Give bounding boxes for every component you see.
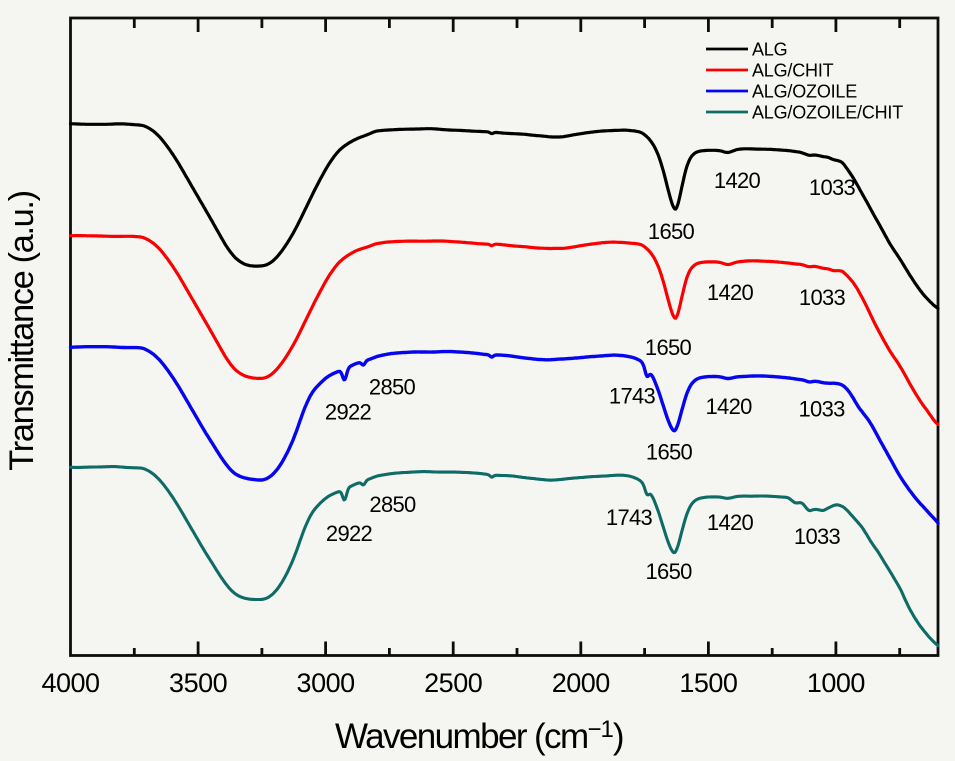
svg-text:1650: 1650 [648, 219, 695, 244]
svg-text:3000: 3000 [297, 668, 355, 698]
svg-text:2500: 2500 [424, 668, 482, 698]
svg-text:1500: 1500 [679, 668, 737, 698]
svg-text:2922: 2922 [325, 400, 372, 425]
svg-text:1650: 1650 [646, 559, 693, 584]
svg-text:ALG/CHIT: ALG/CHIT [752, 60, 834, 80]
svg-text:1420: 1420 [707, 510, 754, 535]
svg-text:1420: 1420 [714, 168, 761, 193]
svg-text:1000: 1000 [807, 668, 865, 698]
svg-text:1650: 1650 [645, 335, 692, 360]
svg-text:1033: 1033 [809, 175, 856, 200]
svg-text:1420: 1420 [706, 394, 753, 419]
svg-text:1650: 1650 [646, 440, 693, 465]
svg-text:1033: 1033 [799, 285, 846, 310]
svg-text:2922: 2922 [326, 521, 373, 546]
svg-text:ALG/OZOILE/CHIT: ALG/OZOILE/CHIT [752, 102, 903, 122]
svg-text:3500: 3500 [169, 668, 227, 698]
svg-text:4000: 4000 [41, 668, 99, 698]
svg-text:1743: 1743 [606, 505, 653, 530]
svg-text:Transmittance (a.u.): Transmittance (a.u.) [3, 191, 41, 470]
svg-text:2000: 2000 [552, 668, 610, 698]
svg-text:1033: 1033 [799, 397, 846, 422]
svg-text:ALG/OZOILE: ALG/OZOILE [752, 81, 857, 101]
svg-text:2850: 2850 [369, 492, 416, 517]
svg-text:1743: 1743 [609, 384, 656, 409]
svg-text:1033: 1033 [794, 524, 841, 549]
svg-text:2850: 2850 [369, 374, 416, 399]
svg-text:1420: 1420 [707, 280, 754, 305]
svg-text:ALG: ALG [752, 39, 787, 59]
svg-text:Wavenumber (cm−1): Wavenumber (cm−1) [335, 716, 623, 756]
